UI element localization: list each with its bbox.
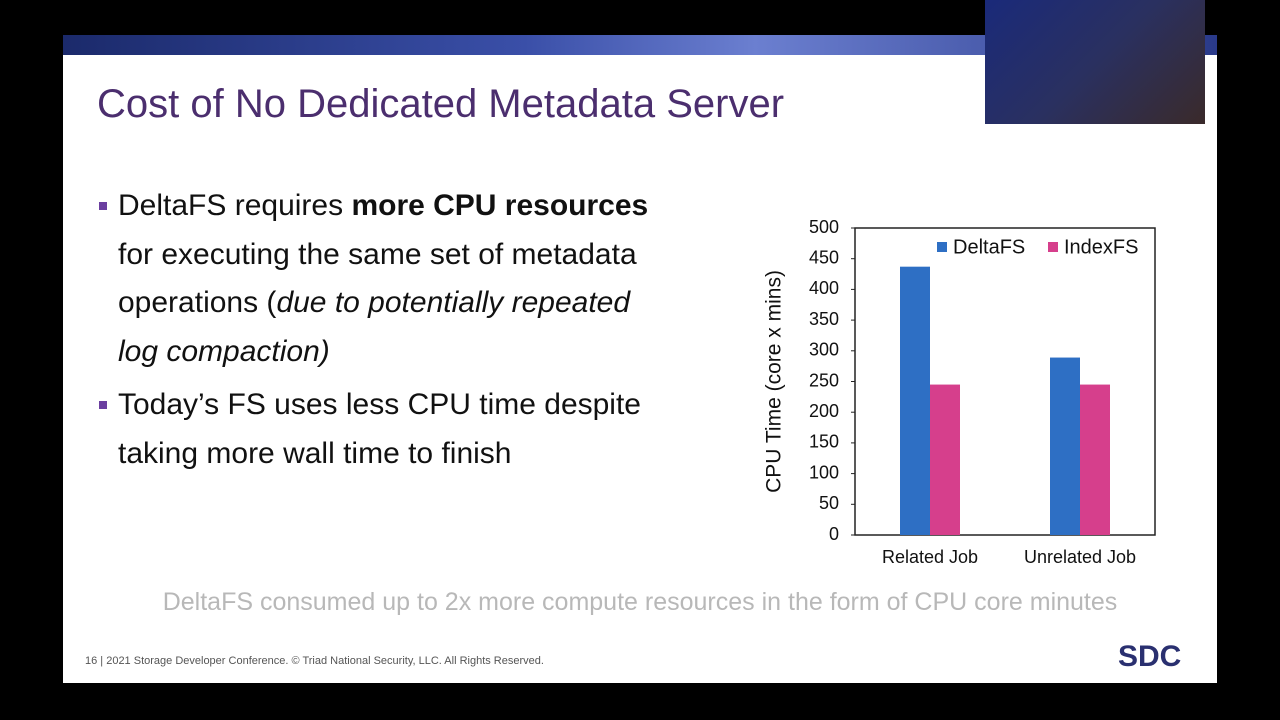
legend-label: IndexFS [1064, 236, 1138, 258]
bullet: DeltaFS requires more CPU resources for … [99, 182, 658, 376]
x-tick-label: Unrelated Job [1024, 547, 1136, 567]
legend-swatch [937, 242, 947, 252]
bar [1050, 357, 1080, 535]
y-tick-label: 0 [829, 524, 839, 544]
y-axis-label: CPU Time (core x mins) [763, 270, 786, 493]
y-tick-label: 350 [809, 309, 839, 329]
footer: 16 | 2021 Storage Developer Conference. … [85, 655, 544, 667]
legend-label: DeltaFS [953, 236, 1025, 258]
slide [63, 35, 1217, 683]
banner [63, 35, 1217, 55]
x-tick-label: Related Job [882, 547, 978, 567]
y-tick-label: 450 [809, 247, 839, 267]
y-tick-label: 500 [809, 217, 839, 237]
y-tick-label: 50 [819, 493, 839, 513]
y-tick-label: 250 [809, 370, 839, 390]
caption: DeltaFS consumed up to 2x more compute r… [162, 588, 1118, 616]
webcam [985, 0, 1205, 124]
slide-title: Cost of No Dedicated Metadata Server [97, 82, 785, 126]
y-tick-label: 400 [809, 278, 839, 298]
bullet-text: Today’s FS uses less CPU time despite ta… [118, 388, 641, 470]
y-tick-label: 200 [809, 401, 839, 421]
y-tick-label: 100 [809, 462, 839, 482]
bullet-text: DeltaFS requires [118, 189, 352, 222]
bullet-text: more CPU resources [351, 189, 649, 222]
logo: SDC [1118, 640, 1182, 673]
bullet: Today’s FS uses less CPU time despite ta… [99, 381, 658, 478]
bar [900, 266, 930, 535]
bar [930, 384, 960, 535]
bar [1080, 384, 1110, 535]
bullet-text: for executing the same set of metadata o… [118, 237, 637, 320]
legend-swatch [1048, 242, 1058, 252]
y-tick-label: 300 [809, 340, 839, 360]
bullet-text: due to potentially repeated log compacti… [118, 286, 631, 368]
y-tick-label: 150 [809, 432, 839, 452]
